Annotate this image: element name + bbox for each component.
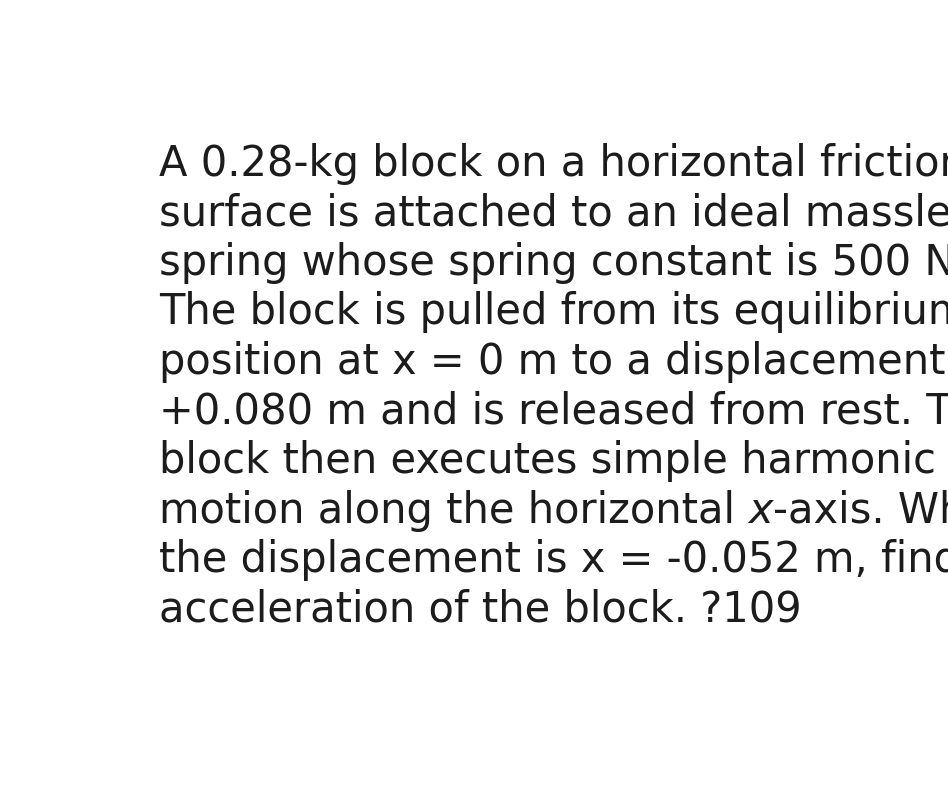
Text: position at x = 0 m to a displacement: position at x = 0 m to a displacement: [159, 341, 948, 383]
Text: The block is pulled from its equilibrium: The block is pulled from its equilibrium: [159, 291, 948, 334]
Text: +0.080 m and is released from rest. The: +0.080 m and is released from rest. The: [159, 390, 948, 433]
Text: -axis. When: -axis. When: [773, 490, 948, 531]
Text: x: x: [748, 490, 773, 531]
Text: the displacement is x = -0.052 m, find the: the displacement is x = -0.052 m, find t…: [159, 539, 948, 581]
Text: acceleration of the block. ?109: acceleration of the block. ?109: [159, 589, 801, 630]
Text: motion along the horizontal: motion along the horizontal: [159, 490, 748, 531]
Text: block then executes simple harmonic: block then executes simple harmonic: [159, 440, 936, 482]
Text: surface is attached to an ideal massless: surface is attached to an ideal massless: [159, 192, 948, 234]
Text: spring whose spring constant is 500 N/m.: spring whose spring constant is 500 N/m.: [159, 242, 948, 283]
Text: A 0.28-kg block on a horizontal frictionless: A 0.28-kg block on a horizontal friction…: [159, 143, 948, 184]
